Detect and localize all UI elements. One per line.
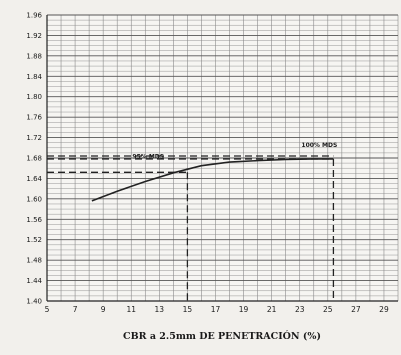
x-tick-label: 19 xyxy=(239,305,249,314)
x-tick-label: 13 xyxy=(155,305,165,314)
y-tick-label: 1.44 xyxy=(26,277,42,285)
x-tick-label: 21 xyxy=(267,305,277,314)
y-tick-label: 1.80 xyxy=(26,93,42,101)
x-tick-label: 27 xyxy=(351,305,361,314)
x-tick-label: 5 xyxy=(45,305,50,314)
x-tick-label: 15 xyxy=(183,305,193,314)
y-tick-label: 1.76 xyxy=(26,114,42,122)
x-tick-label: 9 xyxy=(101,305,106,314)
y-tick-label: 1.92 xyxy=(26,32,42,40)
x-tick-label: 25 xyxy=(323,305,333,314)
x-axis-label: CBR a 2.5mm DE PENETRACIÓN (%) xyxy=(123,330,321,342)
x-tick-label: 7 xyxy=(73,305,78,314)
y-tick-label: 1.60 xyxy=(26,195,42,203)
y-tick-label: 1.72 xyxy=(26,134,42,142)
x-tick-label: 11 xyxy=(126,305,136,314)
x-tick-label: 17 xyxy=(211,305,221,314)
y-tick-label: 1.68 xyxy=(26,155,42,163)
x-tick-label: 29 xyxy=(379,305,389,314)
y-tick-label: 1.40 xyxy=(26,298,42,306)
y-tick-label: 1.48 xyxy=(26,257,42,265)
annotation-label: 95% MDS xyxy=(132,153,164,160)
annotation-label: 100% MDS xyxy=(301,142,337,149)
y-tick-label: 1.88 xyxy=(26,52,42,60)
y-tick-label: 1.56 xyxy=(26,216,42,224)
x-tick-label: 23 xyxy=(295,305,305,314)
y-tick-label: 1.96 xyxy=(26,12,42,20)
y-tick-label: 1.52 xyxy=(26,236,42,244)
y-tick-label: 1.84 xyxy=(26,73,42,81)
y-tick-label: 1.64 xyxy=(26,175,42,183)
series-line xyxy=(91,158,334,202)
